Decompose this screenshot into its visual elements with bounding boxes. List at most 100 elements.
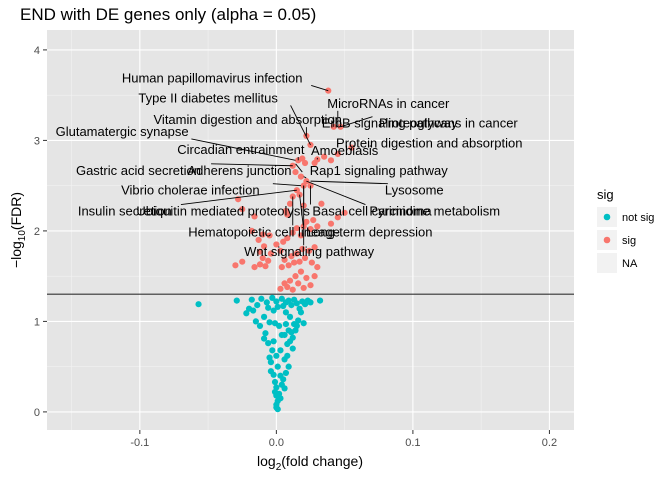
label-connector [211, 163, 293, 167]
sig-point [321, 153, 328, 160]
sig-point [262, 263, 269, 270]
sig-point [284, 211, 291, 218]
not-sig-point [254, 302, 261, 309]
label-connector [295, 163, 303, 173]
pathway-label: Human papillomavirus infection [122, 70, 303, 85]
chart-title: END with DE genes only (alpha = 0.05) [20, 5, 316, 24]
not-sig-point [284, 340, 291, 348]
sig-point [259, 231, 266, 238]
sig-point [285, 262, 292, 269]
not-sig-point [281, 385, 288, 392]
sig-point [280, 238, 287, 245]
not-sig-point [243, 310, 250, 317]
sig-point [306, 247, 313, 254]
y-tick-label: 3 [34, 135, 40, 147]
pathway-labels: Human papillomavirus infection Type II di… [56, 70, 523, 259]
sig-point [232, 262, 239, 269]
pathway-label: Vitamin digestion and absorption [154, 112, 342, 127]
label-connector [191, 138, 296, 161]
not-sig-point [292, 327, 299, 334]
sig-point [259, 254, 266, 262]
sig-point [301, 254, 309, 262]
sig-point [327, 157, 335, 164]
pathway-label: Insulin secretion [78, 204, 172, 219]
not-sig-point [278, 295, 285, 302]
not-sig-point [265, 304, 272, 311]
pathway-label: Protein digestion and absorption [336, 136, 522, 151]
sig-point [248, 227, 255, 235]
legend-label: NA [622, 258, 638, 270]
pathway-label: MicroRNAs in cancer [327, 96, 450, 111]
not-sig-point [282, 321, 290, 328]
label-connector [272, 183, 301, 187]
pathway-label: Proteoglycans in cancer [379, 116, 518, 131]
not-sig-point [274, 303, 281, 311]
pathway-label: Type II diabetes mellitus [138, 90, 278, 105]
sig-point [251, 264, 258, 271]
label-connector [306, 180, 366, 205]
not-sig-point [265, 340, 272, 347]
not-sig-point [245, 305, 253, 312]
sig-point [311, 273, 318, 280]
sig-point [296, 191, 303, 198]
not-sig-point [285, 297, 292, 304]
not-sig-point [282, 369, 290, 377]
not-sig-point [300, 320, 307, 327]
sig-point [284, 235, 291, 242]
y-axis-label-base: 10 [17, 230, 28, 242]
not-sig-point [274, 363, 281, 370]
not-sig-point [258, 295, 265, 302]
sig-point [300, 284, 307, 292]
not-sig-point [266, 354, 273, 361]
label-connector [303, 176, 307, 179]
y-tick-label: 2 [34, 226, 40, 238]
not-sig-point [270, 338, 277, 345]
sig-point [260, 243, 268, 250]
x-axis-ticks: -0.1 0.0 0.1 0.2 [130, 430, 557, 449]
sig-point [314, 264, 321, 271]
not-sig-point [289, 334, 296, 341]
pathway-label: Lysosome [385, 183, 444, 198]
sig-point [281, 256, 288, 263]
sig-point [293, 250, 300, 257]
pathway-label: Amoebiasis [311, 143, 379, 158]
sig-point [299, 155, 306, 162]
sig-point [311, 244, 318, 251]
label-connector [299, 194, 304, 226]
sig-point [277, 247, 284, 254]
sig-point [297, 173, 305, 180]
not-sig-point [316, 297, 324, 304]
not-sig-point [289, 345, 296, 352]
x-axis-label: log2(fold change) [257, 453, 363, 473]
sig-point [292, 168, 299, 176]
sig-point [318, 200, 325, 207]
sig-point [303, 218, 310, 225]
sig-point [303, 274, 310, 282]
not-sig-point [277, 372, 284, 379]
pathway-label: Hematopoietic cell lineage [188, 224, 340, 239]
not-sig-point [256, 322, 264, 330]
not-sig-point [195, 301, 202, 308]
sig-point [278, 264, 285, 271]
not-sig-point [281, 356, 288, 363]
sig-point [314, 223, 321, 230]
sig-point [310, 216, 317, 224]
sig-point [334, 150, 341, 158]
pathway-label: ErbB signaling pathway [322, 116, 458, 131]
sig-point [299, 245, 306, 253]
not-sig-point [248, 296, 255, 303]
pathway-label: Basal cell carcinoma [312, 204, 432, 219]
sig-point [297, 268, 305, 275]
sig-point [284, 283, 291, 291]
not-sig-point [275, 390, 283, 397]
sig-point [289, 286, 296, 293]
y-tick-label: 4 [34, 45, 40, 57]
x-axis-label-rest: (fold change) [281, 453, 363, 469]
not-sig-point [273, 401, 280, 408]
sig-point [293, 225, 300, 232]
y-tick-label: 0 [34, 407, 40, 419]
y-axis-label: −log10(FDR) [8, 192, 28, 268]
not-sig-point [252, 318, 259, 325]
not-sig-point [285, 363, 292, 370]
